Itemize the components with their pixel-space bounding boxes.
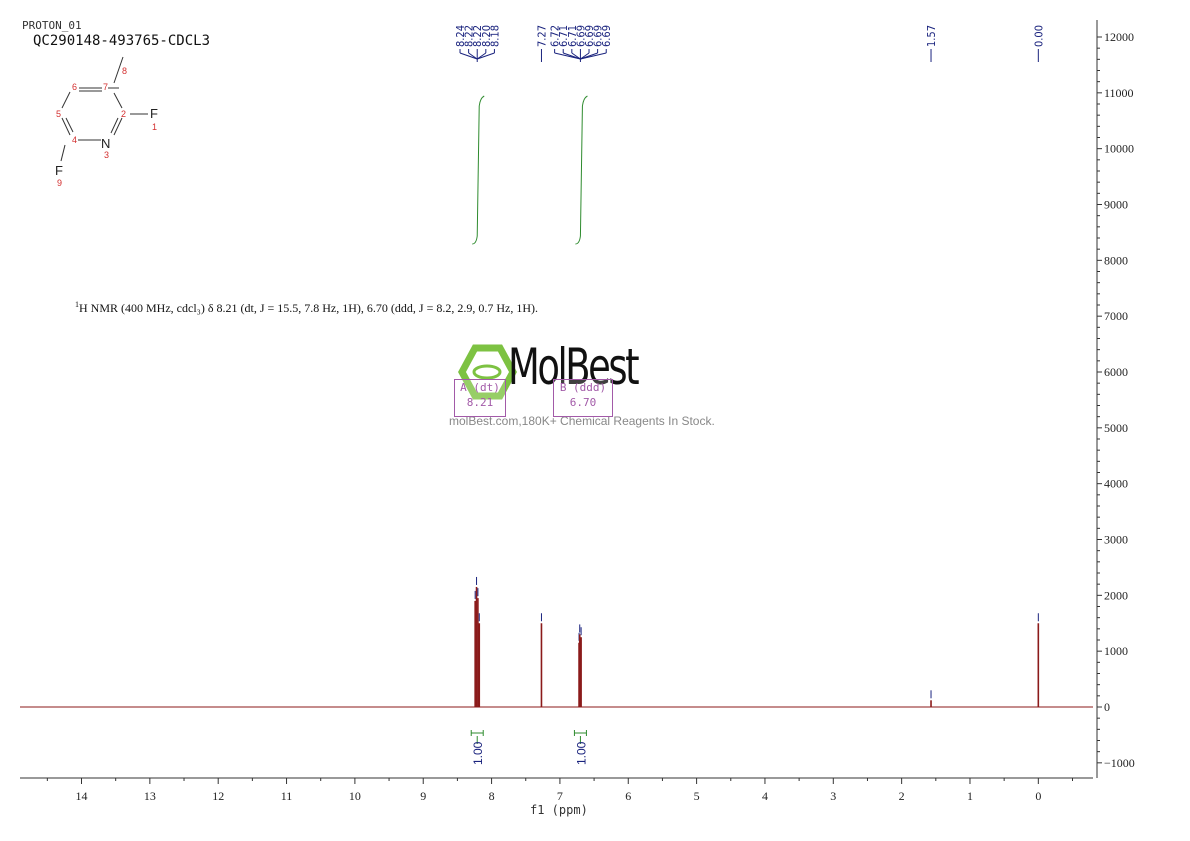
atom-number-3: 3 <box>104 150 109 160</box>
multiplet-shift: 8.21 <box>466 396 494 409</box>
y-tick-label: 6000 <box>1104 365 1128 379</box>
multiplet-label: A (dt) <box>460 381 500 394</box>
integral-bar-layer: 1.00 1.00 <box>470 730 588 765</box>
x-tick-label: 6 <box>625 789 631 803</box>
spectrum-layer <box>20 576 1093 708</box>
x-tick-label: 0 <box>1035 789 1041 803</box>
peak-label: 0.00 <box>1032 25 1045 47</box>
peak-label: 8.22 <box>471 25 484 47</box>
peak-label: 6.71 <box>566 25 579 47</box>
atom-number-6: 6 <box>72 82 77 92</box>
peak-label-layer: 8.248.228.228.208.18 7.27 6.726.716.716.69… <box>454 25 1045 62</box>
peak-label: 6.71 <box>557 25 570 47</box>
watermark-tagline: molBest.com,180K+ Chemical Reagents In S… <box>449 414 715 428</box>
y-tick-label: 12000 <box>1104 30 1134 44</box>
x-tick-label: 10 <box>349 789 361 803</box>
peak-label: 1.57 <box>925 25 938 47</box>
y-tick-label: 5000 <box>1104 421 1128 435</box>
peak-label: 8.24 <box>454 25 467 47</box>
x-tick-label: 2 <box>899 789 905 803</box>
x-axis-title: f1 (ppm) <box>530 803 588 817</box>
peak-label-connector <box>571 52 581 60</box>
x-tick-label: 12 <box>212 789 224 803</box>
atom-number-7: 7 <box>103 82 108 92</box>
integral-curve <box>472 95 485 245</box>
x-tick-label: 8 <box>489 789 495 803</box>
peak-label-connector <box>459 52 478 60</box>
multiplet-shift: 6.70 <box>569 396 597 409</box>
x-tick-label: 1 <box>967 789 973 803</box>
peak-label: 6.72 <box>549 25 562 47</box>
y-tick-label: 3000 <box>1104 533 1128 547</box>
nmr-description: 1H NMR (400 MHz, cdcl₃) δ 8.21 (dt, J = … <box>75 300 538 316</box>
y-tick-label: 11000 <box>1104 86 1134 100</box>
multiplet-box-b: B (ddd) 6.70 <box>553 379 613 417</box>
y-tick-label: 7000 <box>1104 309 1128 323</box>
integral-curve-layer <box>472 95 588 245</box>
watermark-logo: MolBest <box>508 338 640 396</box>
peak-label: 6.69 <box>592 25 605 47</box>
atom-number-5: 5 <box>56 109 61 119</box>
peak-label-connector <box>580 52 607 60</box>
x-tick-label: 3 <box>830 789 836 803</box>
peak-label: 8.22 <box>463 25 476 47</box>
atom-number-1: 1 <box>152 122 157 132</box>
atom-fluorine-2: F <box>55 163 63 178</box>
axis-layer: 14 13 12 11 10 9 8 7 6 5 4 3 2 1 012000110001000090008… <box>20 20 1135 803</box>
atom-number-4: 4 <box>72 135 77 145</box>
molbest-logo-icon <box>458 344 517 400</box>
y-tick-label: 8000 <box>1104 253 1128 267</box>
y-tick-label: 2000 <box>1104 588 1128 602</box>
x-tick-label: 13 <box>144 789 156 803</box>
peak-label-connector <box>477 52 495 60</box>
peak-label-connector <box>563 52 581 60</box>
atom-number-9: 9 <box>57 178 62 188</box>
y-tick-label: 9000 <box>1104 198 1128 212</box>
peak-label: 8.18 <box>488 25 501 47</box>
atom-number-2: 2 <box>121 109 126 119</box>
atom-nitrogen: N <box>101 136 110 151</box>
integral-value: 1.00 <box>574 741 588 765</box>
peak-label: 6.69 <box>583 25 596 47</box>
y-tick-label: 10000 <box>1104 142 1134 156</box>
multiplet-box-a: A (dt) 8.21 <box>454 379 506 417</box>
x-tick-label: 11 <box>281 789 293 803</box>
sample-name: QC290148-493765-CDCL3 <box>33 33 211 49</box>
peak-label: 6.69 <box>600 25 613 47</box>
x-tick-label: 9 <box>420 789 426 803</box>
integral-value: 1.00 <box>471 741 485 765</box>
experiment-name: PROTON_01 <box>22 19 82 32</box>
x-tick-label: 7 <box>557 789 563 803</box>
nmr-description-text: H NMR (400 MHz, cdcl₃) δ 8.21 (dt, J = 1… <box>79 301 538 315</box>
atom-fluorine-1: F <box>150 106 158 121</box>
peak-label: 6.69 <box>574 25 587 47</box>
x-tick-label: 4 <box>762 789 768 803</box>
y-tick-label: 0 <box>1104 700 1110 714</box>
y-tick-label: 4000 <box>1104 477 1128 491</box>
atom-number-8: 8 <box>122 66 127 76</box>
peak-label: 8.20 <box>480 25 493 47</box>
peak-label: 7.27 <box>535 25 548 47</box>
x-tick-label: 5 <box>694 789 700 803</box>
integral-curve <box>575 95 588 245</box>
molecule-structure: F N F 1 2 3 4 5 6 7 8 9 <box>55 56 158 188</box>
y-tick-label: −1000 <box>1104 756 1135 770</box>
multiplet-label: B (ddd) <box>559 381 607 394</box>
nucleus-superscript: 1 <box>75 300 79 309</box>
x-tick-label: 14 <box>76 789 88 803</box>
peak-label-connector <box>468 52 478 60</box>
y-tick-label: 1000 <box>1104 644 1128 658</box>
